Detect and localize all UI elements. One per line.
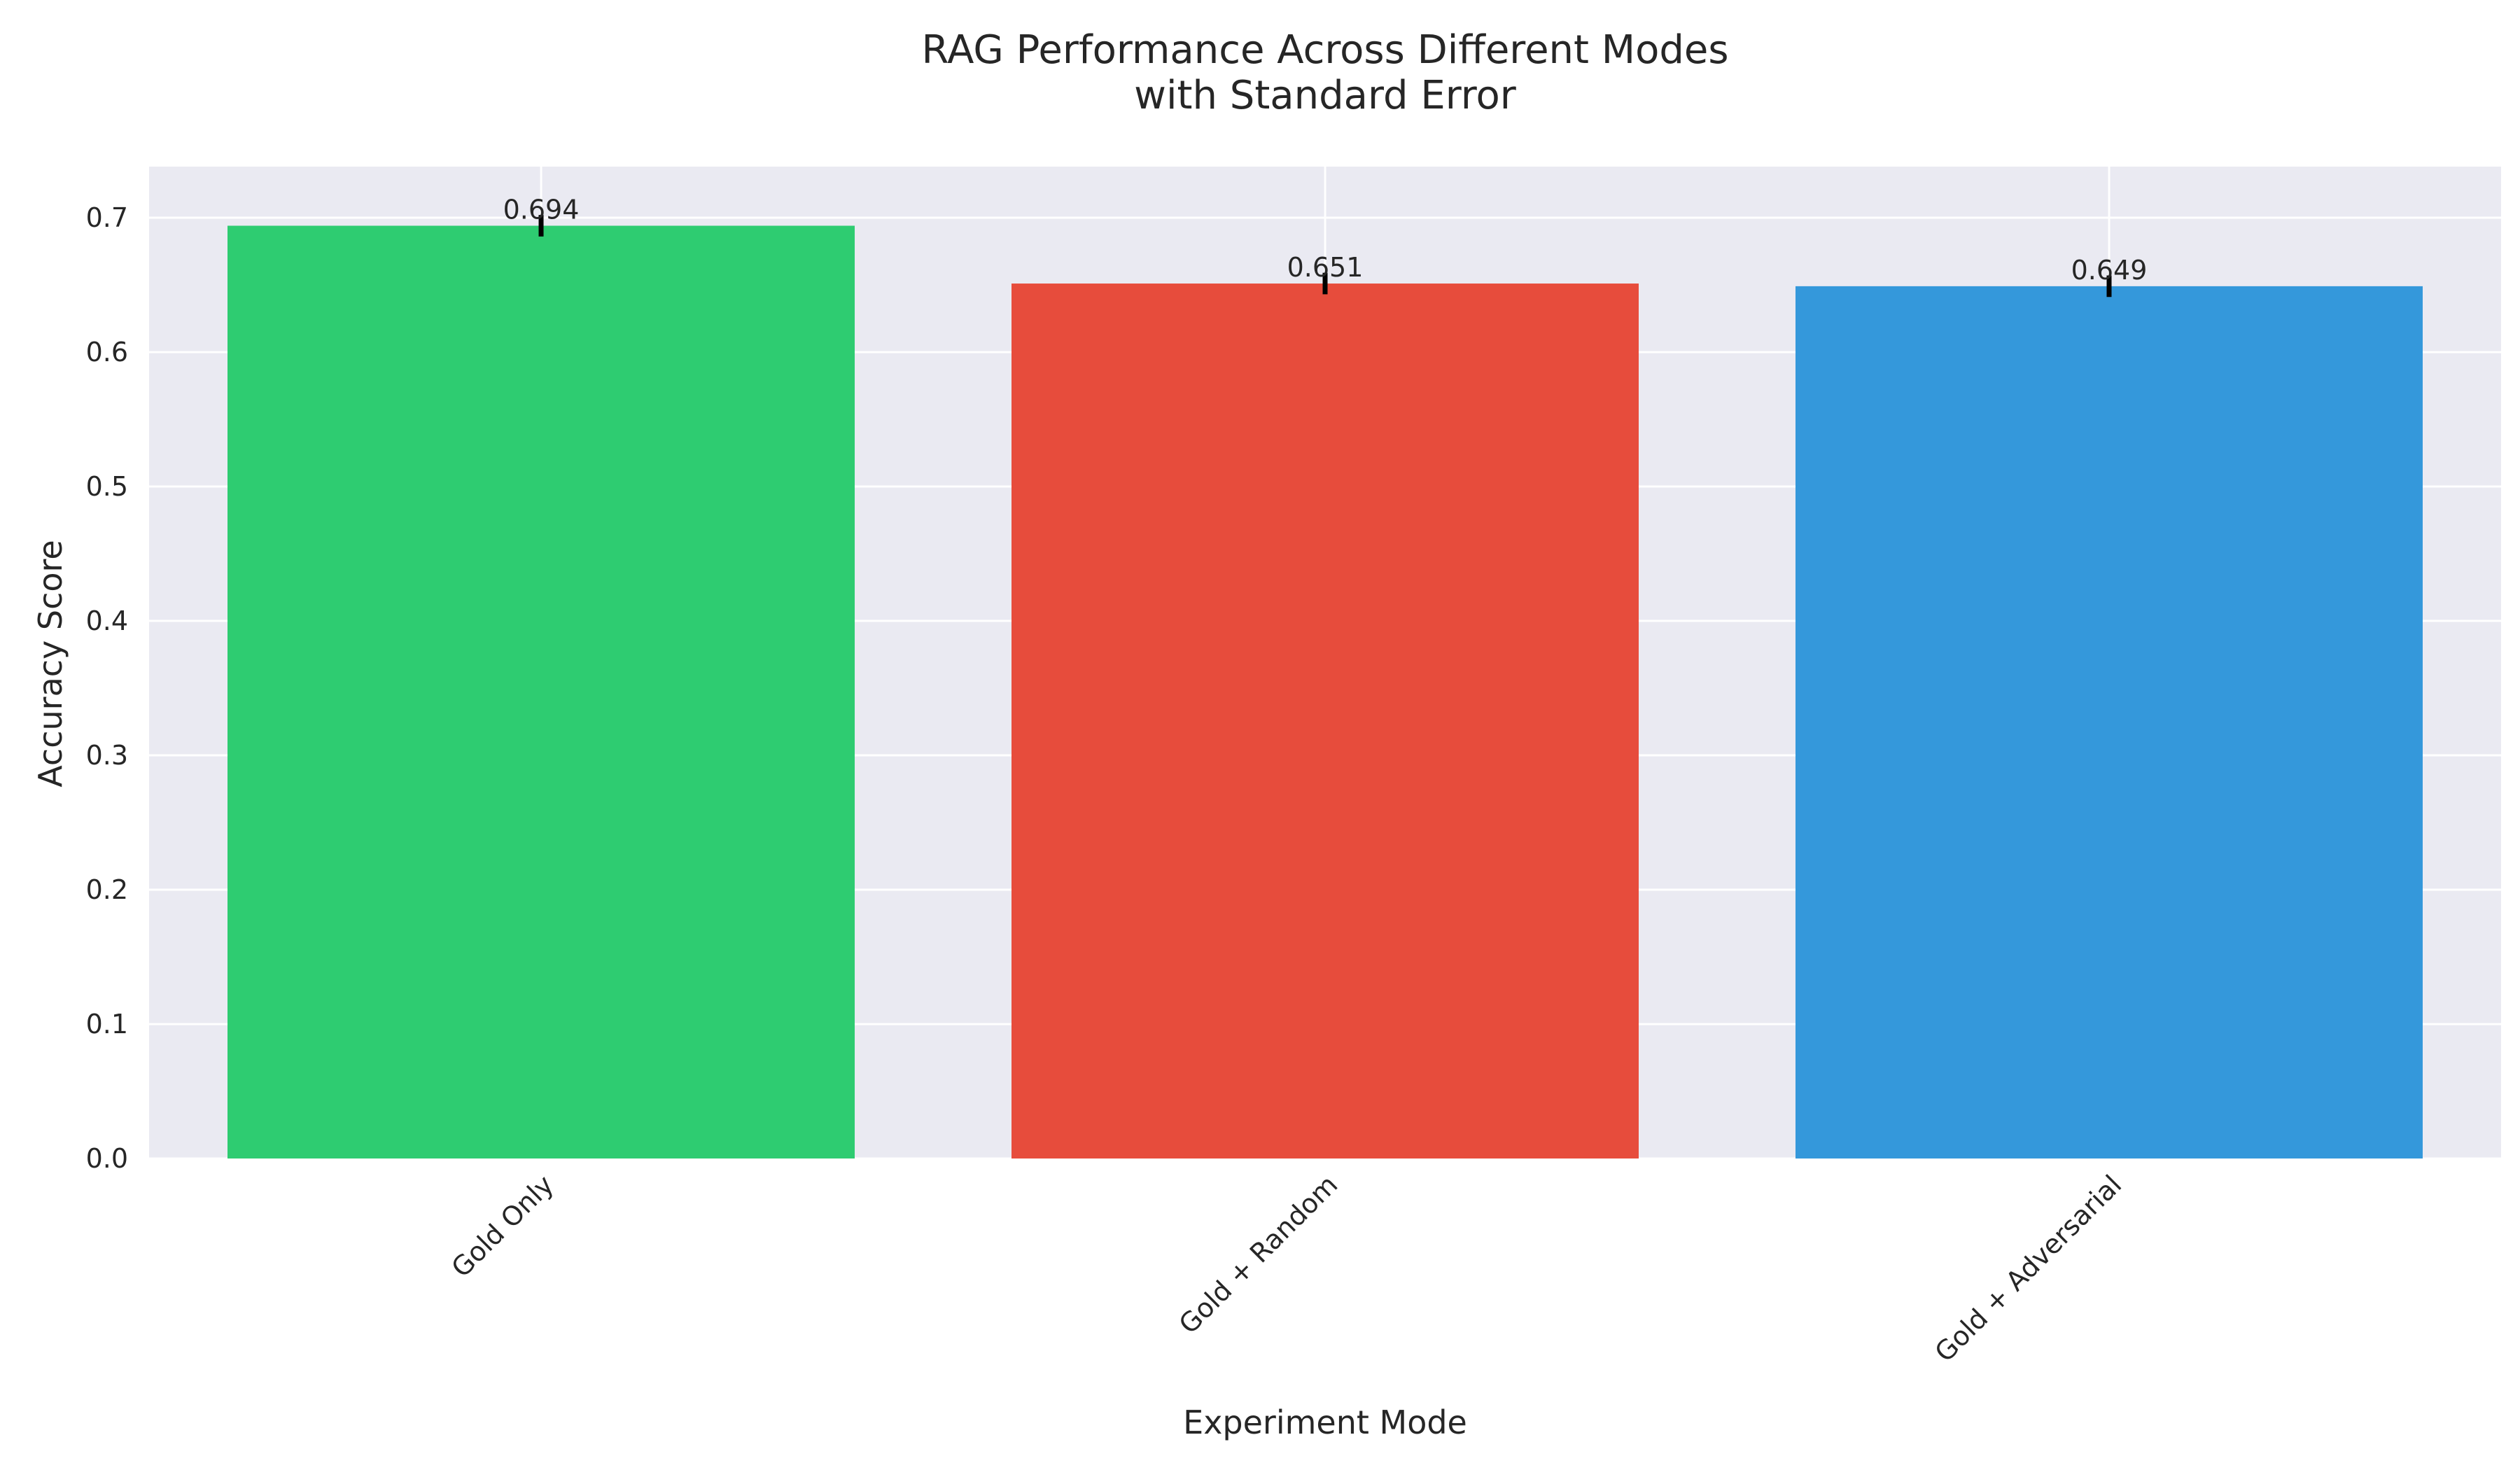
x-tick-label: Gold + Random <box>1173 1169 1344 1340</box>
data-label-0: 0.694 <box>503 194 580 225</box>
y-tick-label: 0.4 <box>86 606 128 636</box>
x-axis-label: Experiment Mode <box>1183 1404 1467 1441</box>
x-tick-label: Gold Only <box>445 1169 559 1283</box>
y-tick-label: 0.7 <box>86 202 128 233</box>
y-tick-label: 0.3 <box>86 740 128 771</box>
data-labels: 0.694 0.651 0.649 <box>503 194 2148 285</box>
error-bars <box>538 215 2112 298</box>
y-axis-ticks: 0.0 0.1 0.2 0.3 0.4 0.5 0.6 0.7 <box>86 202 128 1174</box>
bar-2 <box>1795 286 2423 1159</box>
bar-1 <box>1011 284 1639 1159</box>
y-tick-label: 0.5 <box>86 471 128 502</box>
data-label-2: 0.649 <box>2071 255 2148 286</box>
y-tick-label: 0.2 <box>86 874 128 905</box>
bars <box>227 225 2423 1159</box>
chart-subtitle: with Standard Error <box>1134 73 1517 118</box>
data-label-1: 0.651 <box>1287 252 1364 283</box>
bar-0 <box>227 225 855 1158</box>
y-tick-label: 0.0 <box>86 1143 128 1174</box>
y-tick-label: 0.1 <box>86 1009 128 1040</box>
y-axis-label: Accuracy Score <box>31 540 69 787</box>
y-tick-label: 0.6 <box>86 337 128 368</box>
x-tick-label: Gold + Adversarial <box>1929 1169 2128 1368</box>
x-axis-ticks: Gold Only Gold + Random Gold + Adversarial <box>445 1169 2127 1368</box>
chart-title: RAG Performance Across Different Modes <box>921 27 1728 73</box>
